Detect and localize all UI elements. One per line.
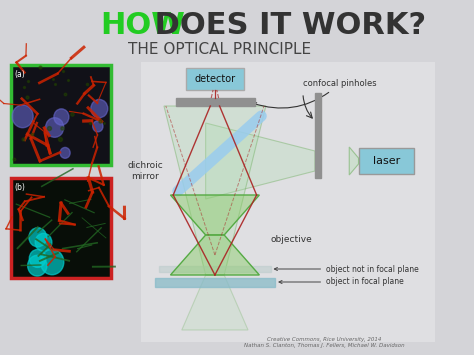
Circle shape [35,233,52,251]
Bar [159,266,271,272]
Circle shape [54,109,69,125]
Circle shape [12,105,33,128]
Text: dichroic
mirror: dichroic mirror [128,161,164,181]
Text: Creative Commons, Rice University, 2014
Nathan S. Clanton, Thomas J. Fellers, Mi: Creative Commons, Rice University, 2014 … [244,337,404,348]
Circle shape [91,99,108,118]
Circle shape [46,118,64,137]
Text: laser: laser [373,156,400,166]
Text: confocal pinholes: confocal pinholes [253,79,376,108]
Text: objective: objective [271,235,312,245]
Text: THE OPTICAL PRINCIPLE: THE OPTICAL PRINCIPLE [128,43,311,58]
FancyBboxPatch shape [358,148,414,174]
Polygon shape [164,106,266,275]
Circle shape [29,228,46,247]
Polygon shape [182,275,248,330]
FancyBboxPatch shape [11,65,111,165]
Bar [315,93,321,178]
Text: (b): (b) [14,183,25,192]
Text: detector: detector [194,74,236,84]
Circle shape [29,250,46,267]
Text: object in focal plane: object in focal plane [279,278,404,286]
Circle shape [40,250,64,275]
Polygon shape [171,195,259,235]
Circle shape [60,147,70,158]
FancyBboxPatch shape [186,68,244,90]
Text: DOES IT WORK?: DOES IT WORK? [144,11,426,40]
FancyBboxPatch shape [11,178,111,278]
Bar [176,98,255,106]
Text: HOW: HOW [100,11,185,40]
Circle shape [93,121,103,132]
Bar [155,278,275,287]
Circle shape [27,255,47,276]
Polygon shape [349,147,358,175]
Text: (a): (a) [14,70,25,79]
FancyBboxPatch shape [141,62,436,342]
Polygon shape [171,235,259,275]
Text: object not in focal plane: object not in focal plane [274,264,419,273]
Polygon shape [206,123,315,199]
